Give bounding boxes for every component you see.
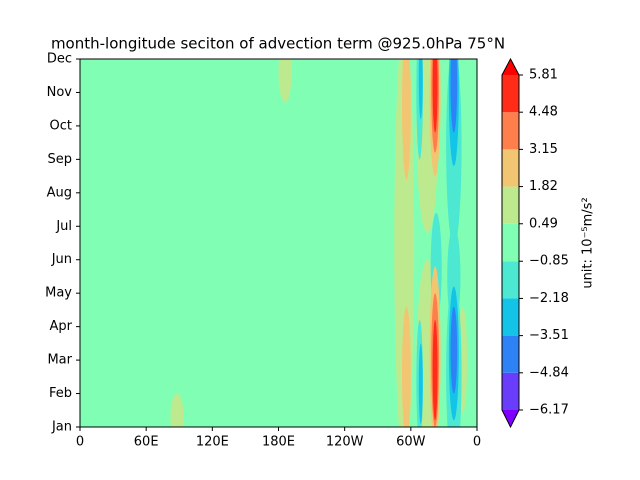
colorbar-under [502, 410, 519, 427]
plot-area [80, 59, 477, 427]
y-tick-label: Jun [51, 252, 72, 267]
y-tick-label: May [45, 286, 72, 301]
colorbar-tick-label: −0.85 [529, 254, 569, 269]
colorbar-tick-label: 3.15 [529, 142, 558, 157]
y-tick-label: Nov [47, 85, 73, 100]
contour-region [432, 319, 438, 421]
colorbar-segment [502, 298, 519, 336]
y-tick-label: Jan [51, 420, 72, 435]
colorbar-tick-label: −4.84 [529, 365, 569, 380]
y-tick-label: Aug [47, 185, 72, 200]
x-tick-label: 60E [134, 435, 159, 450]
y-tick-label: Mar [47, 353, 72, 368]
chart-title: month-longitude seciton of advection ter… [51, 35, 505, 53]
contour-region [450, 59, 458, 133]
x-tick-label: 60W [396, 435, 426, 450]
colorbar-label: unit: 10⁻⁵m/s² [581, 197, 596, 288]
colorbar-segment [502, 112, 519, 150]
colorbar-segment [502, 149, 519, 187]
x-tick-label: 120E [196, 435, 229, 450]
y-tick-label: Feb [49, 386, 72, 401]
contour-region [418, 59, 423, 120]
colorbar-segment [502, 223, 519, 262]
x-tick-label: 0 [473, 435, 481, 450]
colorbar-tick-label: 5.81 [529, 68, 558, 83]
y-tick-label: Dec [47, 52, 72, 67]
colorbar-segment [502, 335, 519, 373]
colorbar-segment [502, 261, 519, 299]
contour-region [278, 59, 292, 103]
x-tick-label: 0 [76, 435, 84, 450]
colorbar-tick-label: 1.82 [529, 179, 558, 194]
colorbar-tick-label: −2.18 [529, 291, 569, 306]
colorbar-segment [502, 75, 519, 113]
contour-region [170, 393, 184, 427]
colorbar-tick-label: −6.17 [529, 403, 569, 418]
x-tick-label: 120W [326, 435, 364, 450]
contour-region [418, 343, 423, 424]
y-tick-label: Apr [50, 319, 73, 334]
colorbar-segment [502, 186, 519, 224]
contour-region [432, 59, 438, 133]
contour-region [402, 306, 411, 427]
colorbar-over [502, 59, 519, 75]
colorbar-tick-label: 0.49 [529, 216, 558, 231]
contour-region [450, 306, 458, 394]
y-tick-label: Jul [55, 219, 72, 234]
x-tick-label: 180E [262, 435, 295, 450]
y-tick-label: Sep [47, 152, 72, 167]
y-tick-label: Oct [50, 118, 72, 133]
colorbar-tick-label: −3.51 [529, 328, 569, 343]
colorbar-tick-label: 4.48 [529, 105, 558, 120]
colorbar-segment [502, 372, 519, 410]
contour-region [402, 59, 411, 180]
